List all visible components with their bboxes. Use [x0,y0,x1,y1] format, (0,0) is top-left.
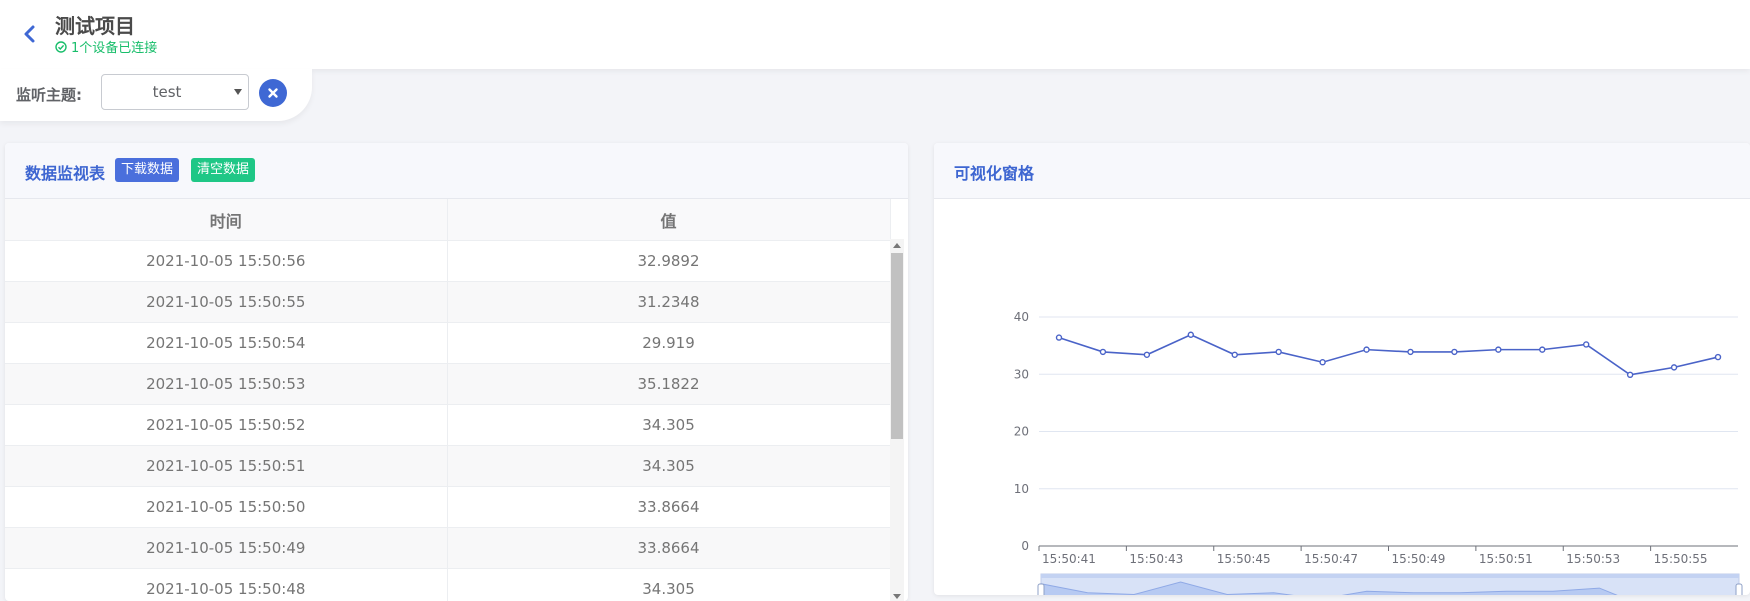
time-cell: 2021-10-05 15:50:54 [5,322,448,364]
data-point [1539,346,1546,353]
zoom-slider-top-bar [1041,574,1739,578]
topic-bar: 监听主题: test [0,69,312,121]
value-cell: 31.2348 [447,281,891,323]
table-row[interactable]: 2021-10-05 15:50:56 32.9892 [5,240,891,282]
connection-status: 1个设备已连接 [55,37,157,56]
time-cell: 2021-10-05 15:50:52 [5,404,448,446]
table-header-row: 时间 值 [5,199,891,241]
column-header-value[interactable]: 值 [447,199,891,241]
data-point [1407,348,1414,356]
table-row[interactable]: 2021-10-05 15:50:53 35.1822 [5,363,891,405]
clear-topic-button[interactable] [259,79,287,107]
line-chart[interactable]: 0 10 20 30 40 15:50:41 15:50:43 15:50:45 15:50:4… [934,199,1750,595]
value-cell: 33.8664 [447,486,891,528]
value-cell: 32.9892 [447,240,891,282]
table-row[interactable]: 2021-10-05 15:50:55 31.2348 [5,281,891,323]
data-point [1714,353,1722,361]
value-cell: 29.919 [447,322,891,364]
zoom-handle-left[interactable] [1037,583,1045,595]
close-icon [268,88,278,98]
project-title: 测试项目 [55,14,135,38]
data-point [1583,341,1590,348]
time-cell: 2021-10-05 15:50:51 [5,445,448,487]
table-row[interactable]: 2021-10-05 15:50:52 34.305 [5,404,891,446]
data-point [1626,371,1634,379]
y-tick-label: 20 [1014,425,1029,439]
data-point [1275,348,1282,356]
data-point [1495,346,1502,353]
x-tick-label: 15:50:49 [1392,552,1446,566]
x-tick-label: 15:50:41 [1042,552,1096,566]
time-cell: 2021-10-05 15:50:50 [5,486,448,528]
connection-status-text: 1个设备已连接 [71,41,158,56]
data-point [1187,331,1194,338]
column-header-time[interactable]: 时间 [5,199,448,241]
table-scrollbar[interactable] [890,239,904,601]
series-line [1058,333,1719,376]
table-row[interactable]: 2021-10-05 15:50:50 33.8664 [5,486,891,528]
x-tick-label: 15:50:43 [1129,552,1183,566]
data-monitor-title: 数据监视表 [25,164,106,183]
check-circle-icon [55,40,67,53]
download-data-button[interactable]: 下载数据 [115,158,180,182]
y-tick-label: 40 [1014,310,1029,324]
y-tick-label: 0 [1021,539,1029,553]
visualization-panel: 可视化窗格 0 10 20 30 40 15:50:41 15:50:43 15:50:45 1… [934,143,1750,595]
clear-data-button[interactable]: 清空数据 [191,158,256,182]
y-tick-label: 10 [1014,482,1029,496]
visualization-title: 可视化窗格 [954,164,1035,183]
table-row[interactable]: 2021-10-05 15:50:49 33.8664 [5,527,891,569]
data-point [1670,364,1678,371]
value-cell: 34.305 [447,445,891,487]
data-point [1055,334,1063,341]
data-point [1319,359,1326,366]
data-point [1099,348,1107,356]
table-row[interactable]: 2021-10-05 15:50:54 29.919 [5,322,891,364]
data-monitor-header: 数据监视表 下载数据 清空数据 [5,143,908,199]
data-monitor-panel: 数据监视表 下载数据 清空数据 时间 值 2021-10-05 15:50:56… [5,143,908,601]
caret-down-icon [234,89,242,95]
time-cell: 2021-10-05 15:50:48 [5,568,448,601]
scroll-up-icon[interactable] [893,243,901,248]
data-point [1231,351,1238,358]
topic-select[interactable]: test [101,74,249,110]
data-point [1451,348,1458,356]
table-row[interactable]: 2021-10-05 15:50:48 34.305 [5,568,891,601]
data-table: 时间 值 2021-10-05 15:50:56 32.9892 2021-10-… [5,199,891,601]
scrollbar-thumb[interactable] [891,253,903,439]
scroll-down-icon[interactable] [893,594,901,599]
chevron-left-icon[interactable] [20,22,40,46]
value-cell: 34.305 [447,568,891,601]
app-header: 测试项目 1个设备已连接 [0,0,1750,69]
topic-label: 监听主题: [16,86,82,104]
visualization-header: 可视化窗格 [934,143,1750,199]
zoom-preview-area [1040,581,1618,595]
x-tick-label: 15:50:53 [1566,552,1620,566]
time-cell: 2021-10-05 15:50:53 [5,363,448,405]
time-cell: 2021-10-05 15:50:55 [5,281,448,323]
x-tick-label: 15:50:51 [1479,552,1533,566]
time-cell: 2021-10-05 15:50:49 [5,527,448,569]
zoom-handle-right[interactable] [1735,583,1743,595]
data-point [1143,351,1151,358]
x-tick-label: 15:50:55 [1654,552,1708,566]
topic-select-value: test [152,83,182,101]
data-point [1363,346,1370,353]
x-tick-label: 15:50:45 [1217,552,1271,566]
value-cell: 33.8664 [447,527,891,569]
value-cell: 35.1822 [447,363,891,405]
table-row[interactable]: 2021-10-05 15:50:51 34.305 [5,445,891,487]
x-tick-label: 15:50:47 [1304,552,1358,566]
time-cell: 2021-10-05 15:50:56 [5,240,448,282]
value-cell: 34.305 [447,404,891,446]
y-tick-label: 30 [1014,367,1029,381]
